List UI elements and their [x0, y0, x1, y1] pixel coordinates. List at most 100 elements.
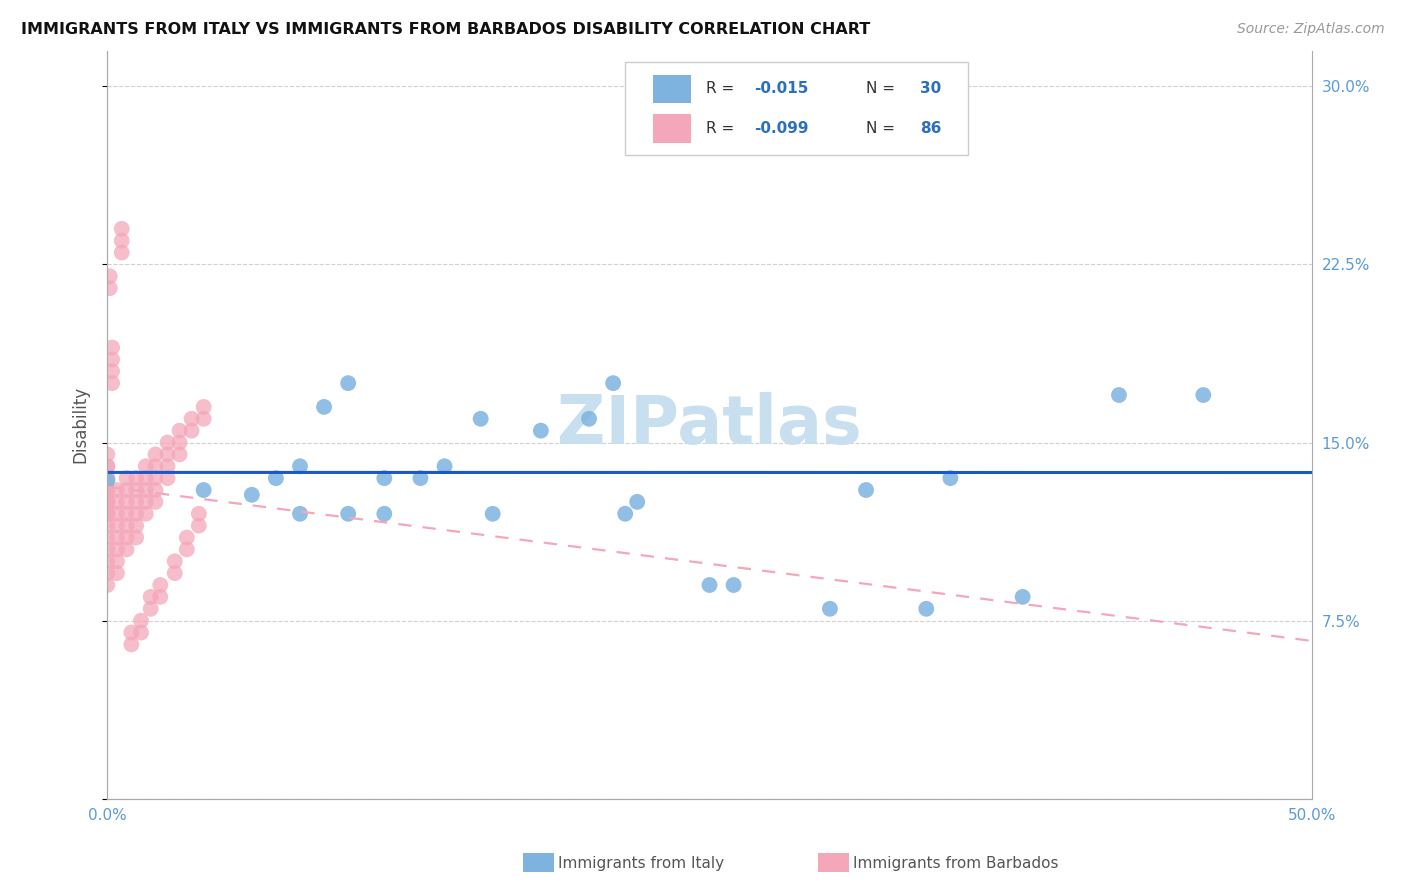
Text: Immigrants from Barbados: Immigrants from Barbados: [853, 856, 1059, 871]
Point: [111, 221, 134, 235]
Point: [96, 578, 118, 592]
Text: R =: R =: [706, 81, 740, 96]
Point: [120, 637, 142, 651]
Point: [602, 376, 624, 391]
Point: [145, 459, 167, 474]
Point: [149, 578, 172, 592]
Point: [115, 483, 138, 497]
Point: [96, 483, 118, 497]
Point: [139, 601, 162, 615]
Point: [939, 471, 962, 485]
Text: Immigrants from Italy: Immigrants from Italy: [558, 856, 724, 871]
Point: [105, 542, 128, 557]
Point: [115, 471, 138, 485]
Point: [373, 507, 395, 521]
Point: [163, 566, 186, 581]
Point: [288, 459, 311, 474]
Point: [470, 411, 492, 425]
Point: [120, 625, 142, 640]
Point: [180, 424, 202, 438]
Point: [193, 400, 215, 414]
Point: [915, 601, 938, 615]
FancyBboxPatch shape: [626, 62, 969, 155]
Point: [530, 424, 553, 438]
Point: [129, 625, 152, 640]
Text: -0.015: -0.015: [754, 81, 808, 96]
Point: [169, 424, 191, 438]
Point: [1192, 388, 1215, 402]
Point: [101, 341, 124, 355]
Point: [337, 507, 360, 521]
Point: [101, 352, 124, 367]
Point: [723, 578, 745, 592]
Point: [193, 483, 215, 497]
Point: [105, 554, 128, 568]
Point: [433, 459, 456, 474]
Point: [125, 507, 148, 521]
Point: [187, 507, 209, 521]
Point: [96, 495, 118, 509]
Point: [105, 518, 128, 533]
Point: [373, 471, 395, 485]
Text: Source: ZipAtlas.com: Source: ZipAtlas.com: [1237, 22, 1385, 37]
Point: [149, 590, 172, 604]
Point: [156, 435, 179, 450]
Point: [105, 531, 128, 545]
Point: [156, 459, 179, 474]
Text: N =: N =: [866, 121, 900, 136]
Point: [481, 507, 503, 521]
Point: [626, 495, 648, 509]
Point: [169, 435, 191, 450]
Point: [1108, 388, 1130, 402]
Point: [614, 507, 637, 521]
Point: [180, 411, 202, 425]
Point: [105, 495, 128, 509]
Point: [96, 507, 118, 521]
Point: [125, 495, 148, 509]
Point: [96, 507, 118, 521]
Point: [115, 531, 138, 545]
Point: [337, 376, 360, 391]
Point: [135, 495, 157, 509]
Point: [96, 495, 118, 509]
Point: [111, 234, 134, 248]
Point: [818, 601, 841, 615]
Point: [96, 474, 118, 488]
Point: [240, 488, 263, 502]
Point: [125, 531, 148, 545]
Point: [135, 471, 157, 485]
Point: [135, 507, 157, 521]
Point: [314, 400, 336, 414]
Text: 86: 86: [921, 121, 942, 136]
Point: [98, 281, 121, 295]
Point: [125, 471, 148, 485]
Point: [770, 79, 793, 94]
Point: [105, 566, 128, 581]
Point: [176, 542, 198, 557]
Point: [115, 507, 138, 521]
Point: [96, 507, 118, 521]
Text: -0.099: -0.099: [754, 121, 808, 136]
Text: 30: 30: [921, 81, 942, 96]
Text: R =: R =: [706, 121, 740, 136]
Point: [96, 542, 118, 557]
Point: [1011, 590, 1033, 604]
Point: [96, 471, 118, 485]
Point: [139, 590, 162, 604]
Text: ZIPatlas: ZIPatlas: [557, 392, 862, 458]
Point: [145, 483, 167, 497]
Y-axis label: Disability: Disability: [72, 386, 89, 463]
Point: [187, 518, 209, 533]
Point: [578, 411, 600, 425]
Point: [96, 566, 118, 581]
Point: [101, 364, 124, 378]
Point: [96, 531, 118, 545]
Point: [145, 471, 167, 485]
Point: [125, 518, 148, 533]
Point: [135, 483, 157, 497]
Point: [855, 483, 877, 497]
Point: [145, 447, 167, 461]
Point: [115, 542, 138, 557]
Point: [96, 459, 118, 474]
Point: [111, 245, 134, 260]
